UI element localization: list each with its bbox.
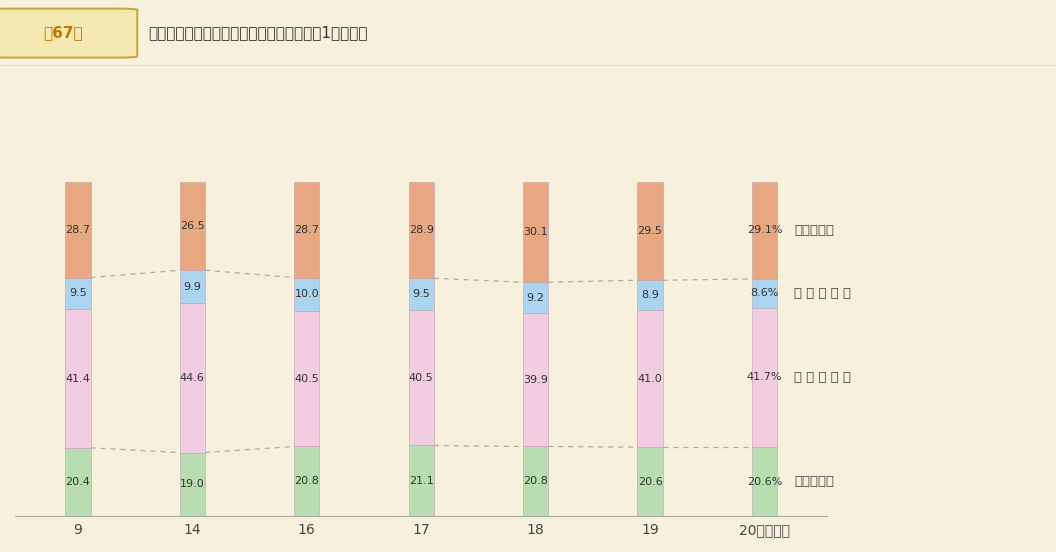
Bar [638, 182, 662, 280]
Bar [409, 278, 434, 310]
Text: 28.9: 28.9 [409, 225, 434, 235]
Bar [409, 182, 434, 278]
Bar [180, 182, 205, 270]
Bar [409, 310, 434, 445]
Text: 普通建設事業費の財源構成比の推移（その1　総計）: 普通建設事業費の財源構成比の推移（その1 総計） [148, 25, 367, 41]
Text: 41.0: 41.0 [638, 374, 662, 384]
Bar [295, 447, 319, 516]
Bar [65, 278, 91, 309]
Text: 40.5: 40.5 [409, 373, 434, 383]
Bar [752, 447, 777, 516]
Bar [409, 445, 434, 516]
Text: 20.8: 20.8 [523, 476, 548, 486]
Bar [523, 313, 548, 447]
Text: 28.7: 28.7 [65, 225, 91, 235]
Bar [180, 453, 205, 516]
Bar [295, 278, 319, 311]
Text: 40.5: 40.5 [295, 374, 319, 384]
Text: 28.7: 28.7 [295, 225, 319, 235]
Text: 20.6: 20.6 [638, 476, 662, 487]
Text: 9.5: 9.5 [69, 289, 87, 299]
Bar [638, 280, 662, 310]
Bar [65, 448, 91, 516]
Text: 8.6%: 8.6% [750, 288, 778, 298]
Text: 第67図: 第67図 [43, 25, 83, 41]
Bar [65, 309, 91, 448]
Text: 10.0: 10.0 [295, 289, 319, 299]
Text: 9.5: 9.5 [412, 289, 430, 299]
Text: 20.4: 20.4 [65, 477, 91, 487]
Bar [180, 270, 205, 304]
Bar [752, 307, 777, 447]
Text: 21.1: 21.1 [409, 476, 434, 486]
Text: 39.9: 39.9 [523, 375, 548, 385]
Text: 41.4: 41.4 [65, 374, 91, 384]
Text: 8.9: 8.9 [641, 290, 659, 300]
Text: 一般財源等: 一般財源等 [794, 224, 834, 237]
Text: 9.9: 9.9 [184, 282, 202, 292]
Bar [752, 279, 777, 307]
Text: 44.6: 44.6 [180, 373, 205, 383]
Bar [523, 282, 548, 313]
Text: 41.7%: 41.7% [747, 373, 782, 383]
Text: 19.0: 19.0 [180, 479, 205, 489]
Text: 20.8: 20.8 [295, 476, 319, 486]
Bar [295, 311, 319, 447]
Text: 29.5: 29.5 [638, 226, 662, 236]
Text: 29.1%: 29.1% [747, 225, 782, 235]
Text: 20.6%: 20.6% [747, 476, 782, 487]
Text: 国庫支出金: 国庫支出金 [794, 475, 834, 488]
FancyBboxPatch shape [0, 9, 137, 57]
Bar [638, 447, 662, 516]
Bar [65, 182, 91, 278]
Bar [523, 182, 548, 282]
Bar [638, 310, 662, 447]
Text: 30.1: 30.1 [524, 227, 548, 237]
Bar [295, 182, 319, 278]
Text: 9.2: 9.2 [527, 293, 545, 302]
Text: 26.5: 26.5 [180, 221, 205, 231]
Bar [180, 304, 205, 453]
Text: 地 　 方 　 債: 地 方 債 [794, 371, 851, 384]
Bar [752, 182, 777, 279]
Text: そ 　 の 　 他: そ の 他 [794, 287, 851, 300]
Bar [523, 447, 548, 516]
